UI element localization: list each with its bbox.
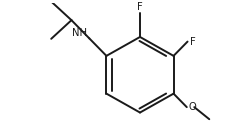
Text: NH: NH xyxy=(72,28,87,38)
Text: F: F xyxy=(190,37,196,47)
Text: O: O xyxy=(189,102,196,112)
Text: F: F xyxy=(137,2,143,12)
